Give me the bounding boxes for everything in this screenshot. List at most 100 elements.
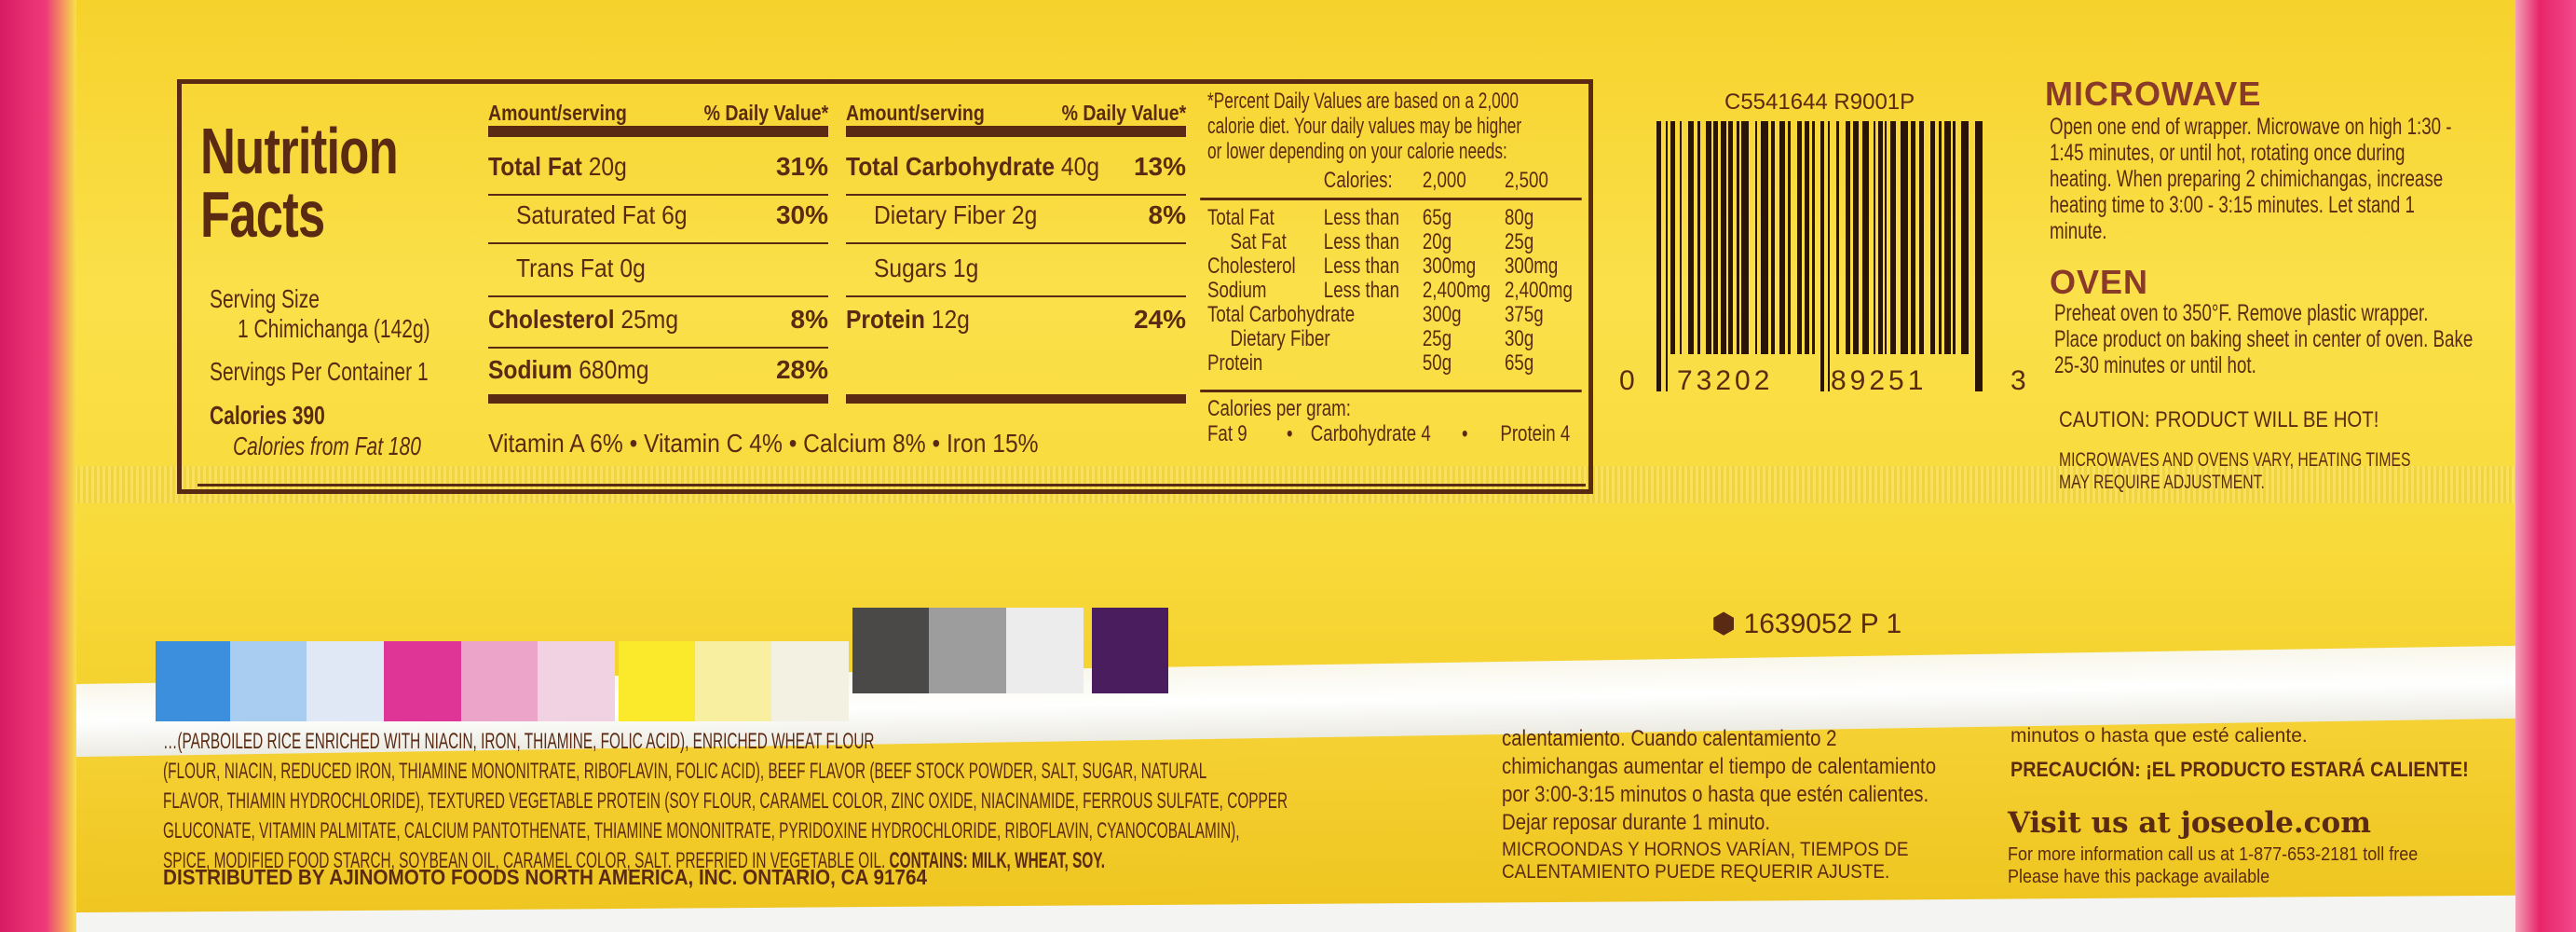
dv-cell: Less than <box>1323 254 1399 279</box>
barcode-bar <box>1874 121 1875 354</box>
dv-cell: Protein <box>1207 350 1263 376</box>
ingredient-line: SPICE, MODIFIED FOOD STARCH, SOYBEAN OIL… <box>163 846 1288 876</box>
dv-cell: Less than <box>1323 229 1399 254</box>
nutrient-row: Sugars 1g <box>874 254 978 283</box>
column-header-dv: % Daily Value* <box>703 101 828 125</box>
spanish-instructions: calentamiento. Cuando calentamiento 2 ch… <box>1502 726 1937 835</box>
barcode-bar <box>1828 121 1830 391</box>
nutrient-amount: 25mg <box>620 305 679 334</box>
dv-cell: 25g <box>1505 229 1534 254</box>
cal-per-gram-item: • <box>1462 421 1468 446</box>
dv-cell: 25g <box>1422 326 1452 351</box>
ingredient-text: GLUCONATE, VITAMIN PALMITATE, CALCIUM PA… <box>163 818 1240 843</box>
barcode-bar <box>1779 121 1785 354</box>
barcode-bar <box>1853 121 1859 354</box>
thick-rule <box>488 394 828 404</box>
barcode-bar <box>1797 121 1802 354</box>
package-right-edge <box>2515 0 2576 932</box>
color-swatch <box>619 641 696 721</box>
column-header-dv: % Daily Value* <box>1061 101 1186 125</box>
nutrient-label: Protein <box>846 305 925 334</box>
dv-header-cell: 2,500 <box>1505 168 1548 193</box>
nutrient-column-right: Amount/serving % Daily Value* Total Carboh… <box>846 98 1186 415</box>
dv-cell: 65g <box>1505 350 1534 376</box>
row-rule <box>846 194 1186 196</box>
dv-rule <box>1200 390 1582 392</box>
contact-info: For more information call us at 1-877-65… <box>2008 844 2419 887</box>
color-calibration-swatches <box>156 606 1180 727</box>
row-rule <box>488 194 828 196</box>
allergen-statement: CONTAINS: MILK, WHEAT, SOY. <box>889 848 1106 873</box>
color-swatch <box>538 641 615 721</box>
nutrient-amount: 12g <box>931 305 970 334</box>
color-swatch <box>771 641 849 721</box>
row-rule <box>846 242 1186 244</box>
nutrient-label: Sugars <box>874 254 947 282</box>
barcode-bar <box>1846 121 1850 354</box>
serving-size-label: Serving Size <box>210 284 320 313</box>
nutrition-facts-panel <box>177 79 1593 494</box>
nutrient-amount: 20g <box>588 152 627 181</box>
dv-cell: 30g <box>1505 326 1534 351</box>
dv-header-cell: 2,000 <box>1422 168 1466 193</box>
barcode-bar <box>1737 121 1739 354</box>
nutrient-row: Dietary Fiber 2g <box>874 200 1037 230</box>
color-swatch <box>384 641 461 721</box>
ingredient-text: (FLOUR, NIACIN, REDUCED IRON, THIAMINE M… <box>163 759 1207 784</box>
lot-code: ⬢ 1639052 P 1 <box>1711 608 1901 640</box>
nutrient-dv: 13% <box>1133 152 1186 181</box>
microwave-text: Open one end of wrapper. Microwave on hi… <box>2050 114 2452 244</box>
dv-cell: 2,400mg <box>1505 278 1573 303</box>
color-swatch <box>461 641 538 721</box>
spanish-partial: minutos o hasta que esté caliente. <box>2010 725 2308 747</box>
package-yellow-panel <box>37 0 2553 727</box>
ingredient-text: FLAVOR, THIAMIN HYDROCHLORIDE), TEXTURED… <box>163 788 1288 814</box>
barcode <box>1656 121 1983 391</box>
barcode-bar <box>1890 121 1896 354</box>
dv-cell: 375g <box>1505 302 1544 327</box>
nutrient-amount: 2g <box>1011 200 1038 229</box>
nutrient-label: Cholesterol <box>488 305 615 334</box>
nutrient-label: Sodium <box>488 355 573 384</box>
nutrient-row: Protein 12g <box>846 305 970 335</box>
calories-from-fat: Calories from Fat 180 <box>233 432 421 460</box>
website-link[interactable]: Visit us at joseole.com <box>2008 806 2371 840</box>
barcode-bar <box>1930 121 1935 354</box>
barcode-bar <box>1862 121 1869 354</box>
dv-cell: 65g <box>1422 205 1452 230</box>
dv-cell: Total Carbohydrate <box>1207 302 1356 327</box>
oven-title: OVEN <box>2050 263 2149 301</box>
nutrient-row: Trans Fat 0g <box>516 254 646 283</box>
package-icon: ⬢ <box>1711 609 1744 639</box>
divider <box>198 484 1586 487</box>
nutrient-row: Total Carbohydrate 40g <box>846 152 1099 182</box>
color-swatch <box>1006 608 1084 693</box>
barcode-bar <box>1788 121 1791 354</box>
barcode-bar <box>1939 121 1942 354</box>
microwave-title: MICROWAVE <box>2045 75 2262 113</box>
caution-text: CAUTION: PRODUCT WILL BE HOT! <box>2059 407 2379 432</box>
barcode-bar <box>1885 121 1887 354</box>
servings-per-container: Servings Per Container 1 <box>210 357 429 386</box>
barcode-bar <box>1953 121 1956 354</box>
barcode-bar <box>1706 121 1711 354</box>
color-swatch <box>695 641 772 721</box>
nutrient-column-left: Amount/serving % Daily Value* Total Fat 20… <box>488 98 828 415</box>
package-left-edge <box>0 0 76 932</box>
serving-size: 1 Chimichanga (142g) <box>238 314 430 343</box>
barcode-bar <box>1944 121 1951 354</box>
row-rule <box>846 295 1186 297</box>
nutrition-facts-title: Nutrition Facts <box>200 115 399 251</box>
dv-footnote: *Percent Daily Values are based on a 2,0… <box>1207 89 1522 164</box>
color-swatch <box>156 641 233 721</box>
dv-cell: Dietary Fiber <box>1220 326 1330 351</box>
barcode-bar <box>1836 121 1839 354</box>
cal-per-gram-item: Protein 4 <box>1500 421 1571 446</box>
dv-cell: Less than <box>1323 278 1399 303</box>
nutrient-amount: 0g <box>620 254 646 282</box>
barcode-bar <box>1961 121 1969 354</box>
cal-per-gram-label: Calories per gram: <box>1207 396 1351 421</box>
barcode-bar <box>1761 121 1768 354</box>
oven-text: Preheat oven to 350°F. Remove plastic wr… <box>2054 300 2474 378</box>
